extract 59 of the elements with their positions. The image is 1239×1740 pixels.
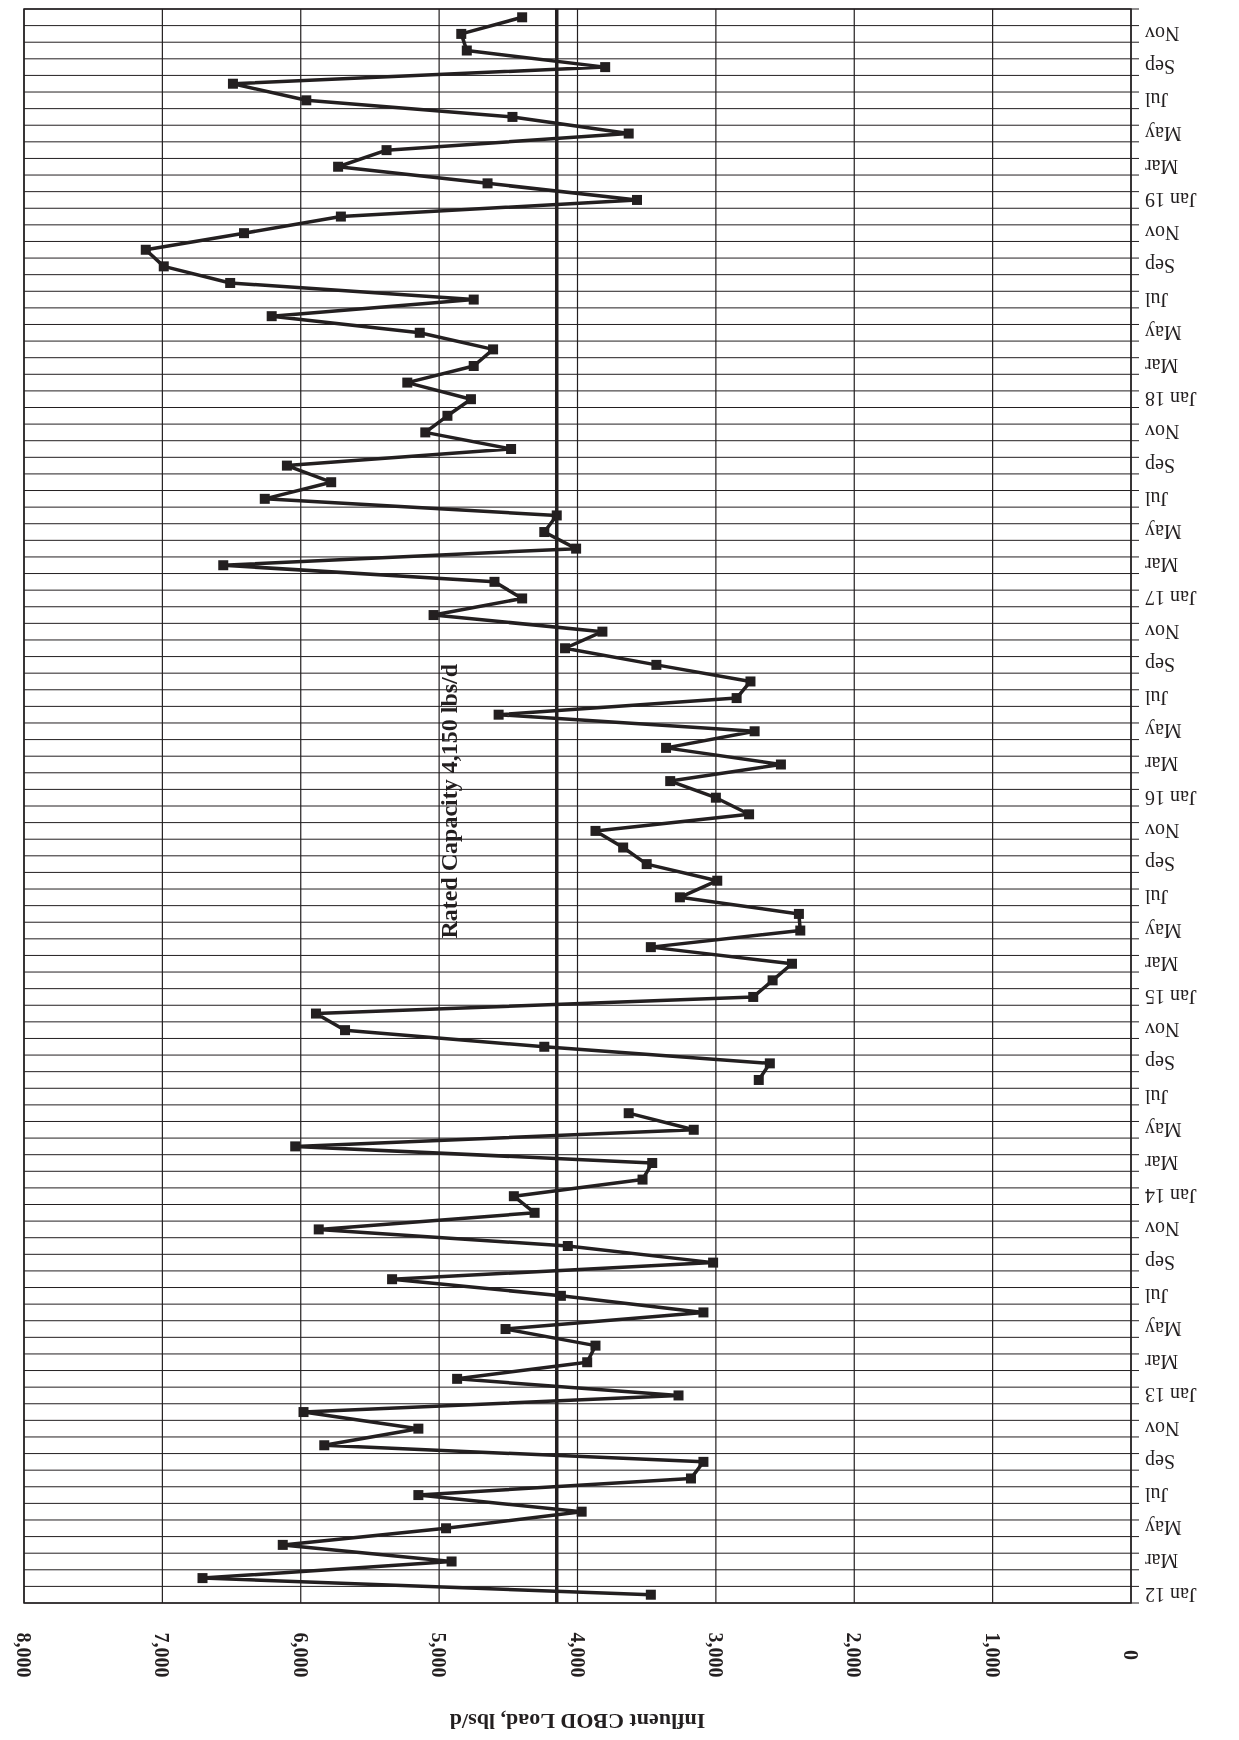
y-tick-label: May	[1145, 121, 1182, 145]
x-tick-label: 7,000	[151, 1632, 174, 1678]
y-tick-label: Sep	[1145, 652, 1175, 676]
x-tick-label: 1,000	[981, 1632, 1004, 1678]
y-tick-label: Mar	[1144, 753, 1179, 776]
y-tick-label: Jul	[1144, 89, 1169, 112]
y-tick-label: Mar	[1144, 952, 1179, 975]
y-tick-label: Nov	[1145, 620, 1180, 643]
y-tick-label: Jul	[1144, 1284, 1169, 1307]
y-tick-label: Sep	[1145, 254, 1175, 278]
y-tick-label: May	[1145, 1117, 1182, 1141]
y-tick-label: Jan 15	[1145, 985, 1197, 1008]
y-tick-label: May	[1145, 520, 1182, 544]
y-tick-label: Sep	[1145, 1051, 1175, 1075]
y-tick-label: Nov	[1145, 1218, 1180, 1241]
y-tick-label: May	[1145, 918, 1182, 942]
x-tick-label: 0	[1120, 1650, 1142, 1660]
x-tick-label: 8,000	[13, 1632, 35, 1678]
y-tick-label: Nov	[1145, 1019, 1180, 1042]
y-tick-label: May	[1145, 320, 1182, 344]
y-tick-label: Jan 19	[1145, 188, 1197, 211]
y-tick-label: Nov	[1145, 819, 1180, 842]
x-tick-label: 5,000	[428, 1632, 451, 1678]
y-tick-label: Nov	[1145, 1417, 1180, 1440]
y-tick-label: Jan 18	[1145, 388, 1197, 411]
y-tick-label: May	[1145, 719, 1182, 743]
x-tick-label: 4,000	[566, 1632, 589, 1678]
y-tick-label: Jan 14	[1145, 1185, 1197, 1208]
y-tick-label: Jul	[1144, 288, 1169, 311]
y-tick-label: Sep	[1145, 453, 1175, 477]
y-tick-label: Mar	[1144, 554, 1179, 577]
y-tick-label: Nov	[1145, 22, 1180, 45]
y-tick-label: Nov	[1145, 421, 1180, 444]
y-tick-label: May	[1145, 1317, 1182, 1341]
y-tick-label: Mar	[1144, 1351, 1179, 1374]
y-tick-label: Sep	[1145, 852, 1175, 876]
y-tick-label: Sep	[1145, 55, 1175, 79]
y-tick-label: Jul	[1144, 1484, 1169, 1507]
y-tick-label: Jul	[1144, 487, 1169, 510]
y-tick-label: Mar	[1144, 1151, 1179, 1174]
y-tick-label: May	[1145, 1516, 1182, 1540]
ref-line-label: Rated Capacity 4,150 lbs/d	[435, 663, 462, 939]
y-tick-label: Mar	[1144, 1550, 1179, 1573]
x-axis-title: Influent CBOD Load, lbs/d	[449, 1708, 706, 1734]
y-tick-label: Sep	[1145, 1250, 1175, 1274]
y-tick-label: Jul	[1144, 886, 1169, 909]
y-tick-label: Sep	[1145, 1449, 1175, 1473]
y-tick-label: Nov	[1145, 222, 1180, 245]
y-tick-label: Jul	[1144, 687, 1169, 710]
y-tick-label: Jan 13	[1145, 1384, 1197, 1407]
y-tick-label: Jan 12	[1145, 1583, 1197, 1606]
y-tick-label: Mar	[1144, 354, 1179, 377]
y-tick-label: Jan 16	[1145, 786, 1197, 809]
y-tick-label: Mar	[1144, 155, 1179, 178]
x-tick-label: 3,000	[704, 1632, 727, 1678]
x-tick-label: 2,000	[843, 1632, 866, 1678]
y-tick-label: Jul	[1144, 1085, 1169, 1108]
y-tick-label: Jan 17	[1145, 587, 1197, 610]
x-tick-label: 6,000	[289, 1632, 312, 1678]
